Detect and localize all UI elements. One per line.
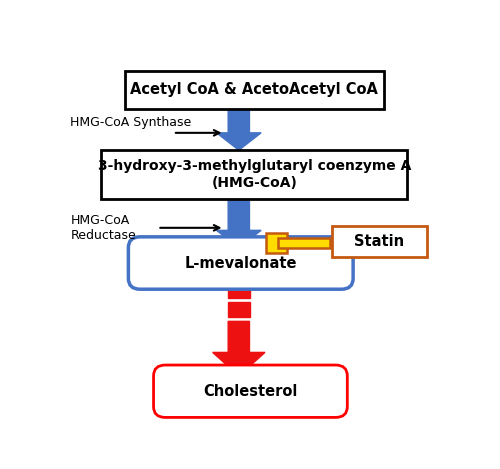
FancyBboxPatch shape	[101, 150, 408, 199]
FancyArrow shape	[216, 109, 261, 150]
FancyBboxPatch shape	[124, 71, 384, 109]
Bar	[278, 238, 330, 249]
Text: Acetyl CoA & AcetoAcetyl CoA: Acetyl CoA & AcetoAcetyl CoA	[130, 82, 378, 97]
FancyBboxPatch shape	[154, 365, 348, 417]
Text: HMG-CoA Synthase: HMG-CoA Synthase	[70, 116, 192, 129]
Bar	[228, 302, 250, 317]
FancyArrow shape	[212, 321, 265, 376]
Bar	[266, 233, 287, 253]
Text: L-mevalonate: L-mevalonate	[184, 256, 297, 271]
FancyBboxPatch shape	[128, 237, 353, 289]
Bar	[228, 283, 250, 297]
Text: HMG-CoA
Reductase: HMG-CoA Reductase	[70, 214, 136, 242]
Text: 3-hydroxy-3-methylglutaryl coenzyme A
(HMG-CoA): 3-hydroxy-3-methylglutaryl coenzyme A (H…	[98, 159, 411, 189]
Text: Cholesterol: Cholesterol	[203, 384, 298, 399]
FancyArrow shape	[216, 199, 261, 248]
FancyBboxPatch shape	[332, 226, 427, 257]
Text: Statin: Statin	[354, 234, 405, 249]
